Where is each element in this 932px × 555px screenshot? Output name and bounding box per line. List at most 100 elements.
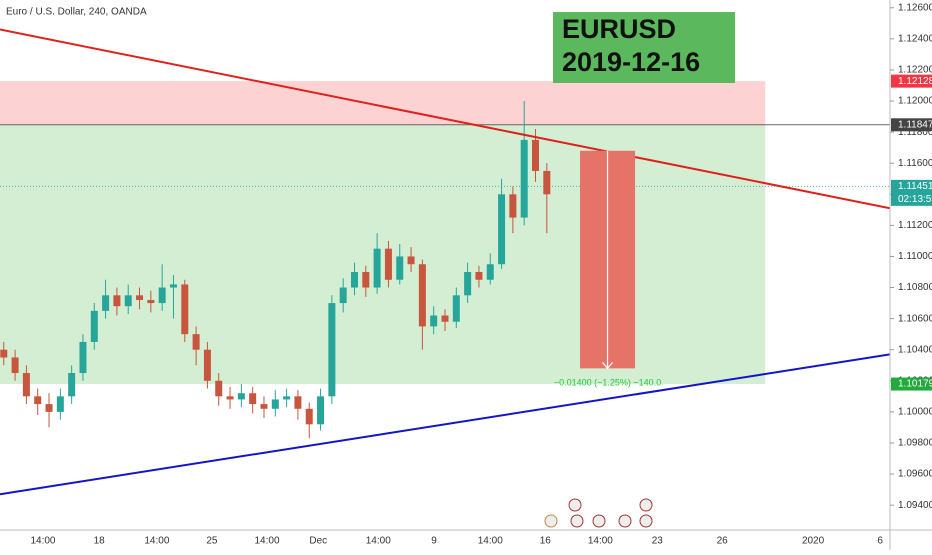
price-label-box [891,74,932,88]
y-tick-label: 1.10600 [898,313,932,324]
x-tick-label: 16 [540,536,552,547]
x-tick-label: 9 [431,536,437,547]
candle-body [532,139,540,171]
candle-body [102,295,110,311]
measure-arrow-head [602,361,613,370]
price-zone [0,81,766,125]
candle-body [203,349,211,381]
y-tick-label: 1.09600 [898,469,932,480]
price-label-box [891,179,932,206]
candle-body [509,194,517,218]
price-label: 1.12128 [898,76,932,87]
candle-body [226,396,234,400]
candle-body [407,256,415,265]
x-tick-label: Dec [309,536,327,547]
x-tick-label: 25 [206,536,218,547]
candle-body [158,287,166,304]
candle-body [475,271,483,280]
event-icon [618,514,632,528]
candle-body [271,399,279,409]
candle-body [464,271,472,296]
candle-body [169,284,177,288]
candle-body [520,139,528,218]
x-tick-label: 14:00 [144,536,169,547]
candle-body [305,408,313,425]
x-tick-label: 6 [877,536,883,547]
candle-body [384,248,392,280]
countdown-label: 02:13:59 [898,194,932,205]
trendline [0,28,891,210]
candle-body [22,373,30,397]
candle-body [136,295,144,300]
price-label-box [891,118,932,132]
candle-body [260,404,268,409]
measure-label: −0.01400 (−1.25%) −140.0 [554,378,661,388]
event-icon [568,498,582,512]
plot-area [0,28,891,496]
y-tick-label: 1.09400 [898,500,932,511]
x-tick-label: 14:00 [254,536,279,547]
candle-body [124,295,132,307]
x-tick-label: 14:00 [478,536,503,547]
y-tick-label: 1.12600 [898,2,932,13]
candle-body [441,315,449,322]
y-tick-label: 1.10000 [898,407,932,418]
candle-body [452,295,460,322]
candle-body [430,315,438,327]
candle-body [215,380,223,397]
candle-body [498,194,506,265]
candle-body [11,357,19,374]
event-icon [570,514,584,528]
candle-body [396,256,404,280]
candle-body [0,349,8,358]
candle-body [79,341,87,374]
candle-body [34,396,42,405]
event-icon [592,514,606,528]
candle-body [543,170,551,195]
x-tick-label: 14:00 [30,536,55,547]
candle-body [237,393,245,400]
y-tick-label: 1.11800 [898,127,932,138]
candle-body [56,396,64,412]
y-tick-label: 1.12000 [898,96,932,107]
y-tick-label: 1.09800 [898,438,932,449]
annotation-box [553,12,735,83]
x-tick-label: 23 [652,536,664,547]
y-tick-label: 1.11600 [898,158,932,169]
candle-body [90,310,98,342]
candle-body [45,404,53,412]
candle-body [317,396,325,425]
event-icon [639,498,653,512]
y-tick-label: 1.11200 [898,220,932,231]
event-icon [639,514,653,528]
candle-body [339,287,347,304]
y-tick-label: 1.11000 [898,251,932,262]
annotation-line: 2019-12-16 [562,47,700,77]
event-icon [544,514,558,528]
annotation-line: EURUSD [562,14,676,44]
price-zone [0,124,766,385]
candle-body [362,271,370,288]
candle-body [249,393,257,405]
candle-body [113,295,121,307]
candle-body [350,271,358,288]
candle-body [181,284,189,335]
chart-title: Euro / U.S. Dollar, 240, OANDA [6,7,147,18]
x-tick-label: 14:00 [588,536,613,547]
price-label: 1.11451 [898,181,932,192]
candle-body [373,248,381,288]
event-icons [544,498,653,528]
x-tick-label: 26 [717,536,729,547]
candle-body [418,264,426,327]
y-tick-label: 1.12400 [898,33,932,44]
candle-body [68,373,76,397]
x-tick-label: 2020 [802,536,825,547]
y-tick-label: 1.12200 [898,65,932,76]
x-tick-label: 18 [94,536,106,547]
price-label-box [891,377,932,391]
trendline [0,353,891,496]
x-tick-label: 14:00 [366,536,391,547]
candle-body [294,396,302,409]
y-tick-label: 1.10800 [898,282,932,293]
